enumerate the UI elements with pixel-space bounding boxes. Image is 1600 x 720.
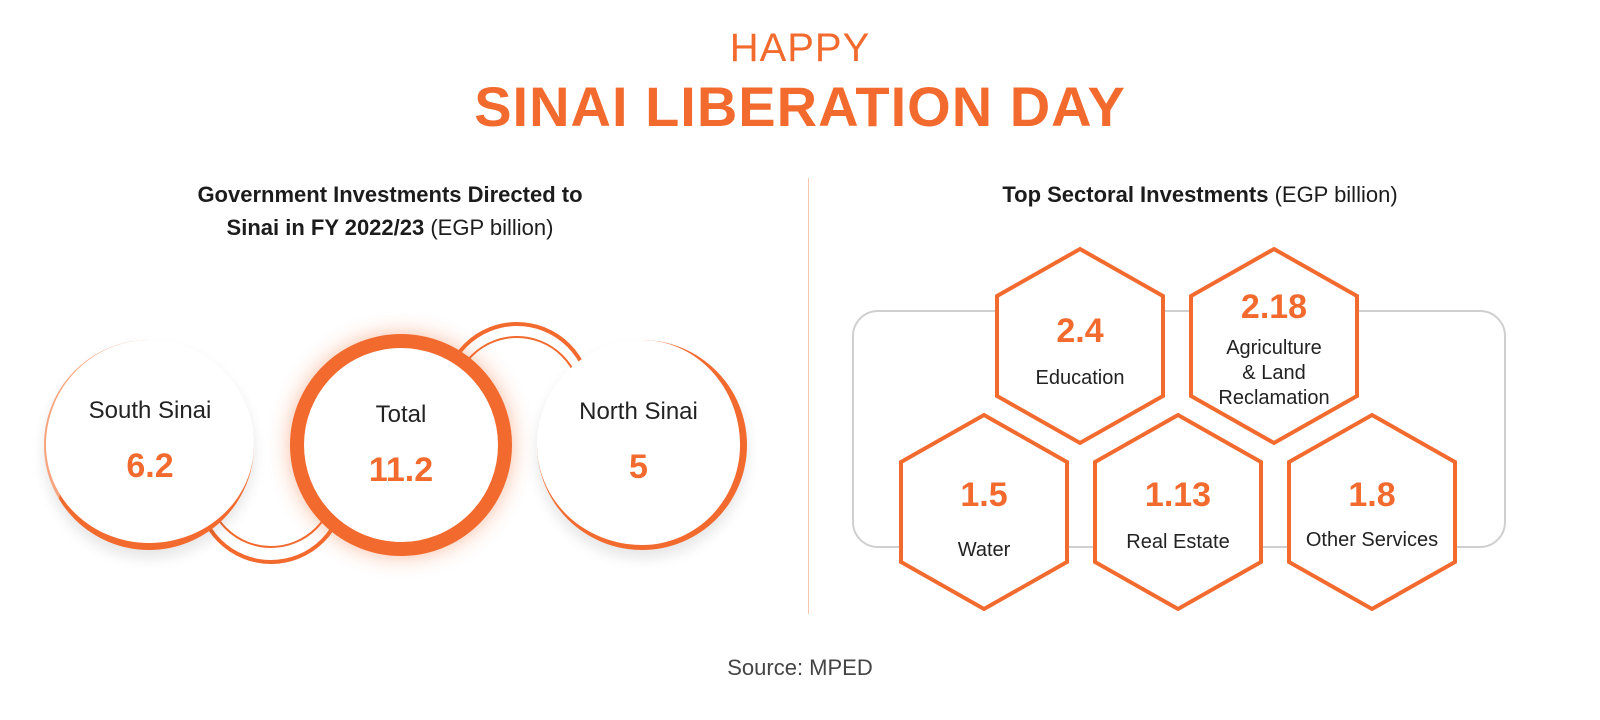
hex-other-services: 1.8 Other Services [1286, 412, 1458, 612]
circle-south-sinai: South Sinai 6.2 [44, 340, 254, 550]
total-label: Total [375, 400, 427, 428]
right-heading-unit: (EGP billion) [1274, 182, 1398, 207]
south-sinai-label: South Sinai [88, 397, 212, 424]
panel-divider [808, 178, 809, 614]
water-label: Water [957, 539, 1011, 561]
left-heading-line2: Sinai in FY 2022/23 [226, 215, 425, 240]
circle-total: Total 11.2 [290, 334, 512, 556]
education-value: 2.4 [1056, 312, 1104, 350]
source-note: Source: MPED [727, 655, 873, 680]
other-services-value: 1.8 [1348, 476, 1396, 514]
agriculture-label-line1: Agriculture [1226, 337, 1322, 359]
circle-north-sinai: North Sinai 5 [537, 340, 747, 550]
agriculture-value: 2.18 [1240, 288, 1308, 326]
left-heading-line1: Government Investments Directed to [197, 182, 583, 207]
hex-agriculture: 2.18 Agriculture & Land Reclamation [1188, 246, 1360, 446]
title-happy: HAPPY [729, 26, 871, 70]
left-heading-unit: (EGP billion) [430, 215, 554, 240]
total-value: 11.2 [368, 450, 434, 489]
education-label: Education [1035, 367, 1125, 389]
agriculture-label-line3: Reclamation [1218, 387, 1330, 409]
north-sinai-value: 5 [629, 448, 648, 486]
right-heading-bold: Top Sectoral Investments [1002, 182, 1269, 207]
title-main: SINAI LIBERATION DAY [474, 75, 1126, 138]
water-value: 1.5 [960, 476, 1008, 514]
right-panel-heading: Top Sectoral Investments (EGP billion) [880, 178, 1520, 211]
agriculture-label-line2: & Land [1242, 362, 1306, 384]
real-estate-label: Real Estate [1126, 531, 1230, 553]
left-panel-heading: Government Investments Directed to Sinai… [120, 178, 660, 244]
north-sinai-label: North Sinai [579, 398, 698, 425]
hex-real-estate: 1.13 Real Estate [1092, 412, 1264, 612]
hex-water: 1.5 Water [898, 412, 1070, 612]
real-estate-value: 1.13 [1144, 476, 1212, 514]
south-sinai-value: 6.2 [126, 447, 174, 485]
other-services-label: Other Services [1305, 529, 1439, 551]
hex-education: 2.4 Education [994, 246, 1166, 446]
